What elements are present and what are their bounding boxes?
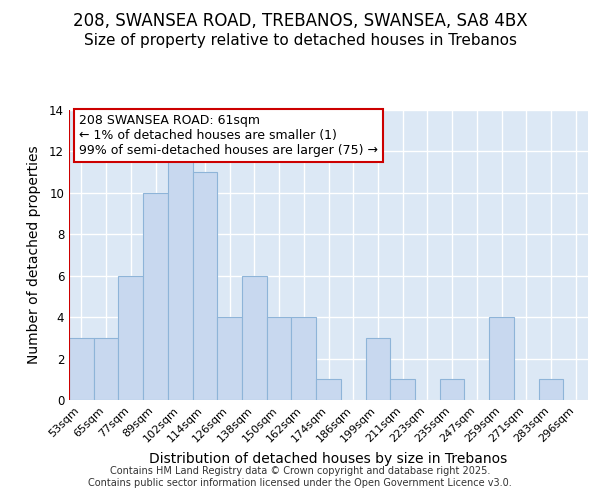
- Bar: [539, 380, 563, 400]
- Bar: [242, 276, 267, 400]
- Bar: [365, 338, 390, 400]
- Bar: [316, 380, 341, 400]
- Bar: [489, 317, 514, 400]
- Bar: [390, 380, 415, 400]
- Bar: [193, 172, 217, 400]
- X-axis label: Distribution of detached houses by size in Trebanos: Distribution of detached houses by size …: [149, 452, 508, 466]
- Bar: [94, 338, 118, 400]
- Bar: [143, 193, 168, 400]
- Text: 208 SWANSEA ROAD: 61sqm
← 1% of detached houses are smaller (1)
99% of semi-deta: 208 SWANSEA ROAD: 61sqm ← 1% of detached…: [79, 114, 379, 158]
- Bar: [118, 276, 143, 400]
- Bar: [217, 317, 242, 400]
- Text: Size of property relative to detached houses in Trebanos: Size of property relative to detached ho…: [83, 32, 517, 48]
- Bar: [267, 317, 292, 400]
- Text: Contains HM Land Registry data © Crown copyright and database right 2025.
Contai: Contains HM Land Registry data © Crown c…: [88, 466, 512, 487]
- Bar: [168, 152, 193, 400]
- Y-axis label: Number of detached properties: Number of detached properties: [27, 146, 41, 364]
- Text: 208, SWANSEA ROAD, TREBANOS, SWANSEA, SA8 4BX: 208, SWANSEA ROAD, TREBANOS, SWANSEA, SA…: [73, 12, 527, 30]
- Bar: [69, 338, 94, 400]
- Bar: [440, 380, 464, 400]
- Bar: [292, 317, 316, 400]
